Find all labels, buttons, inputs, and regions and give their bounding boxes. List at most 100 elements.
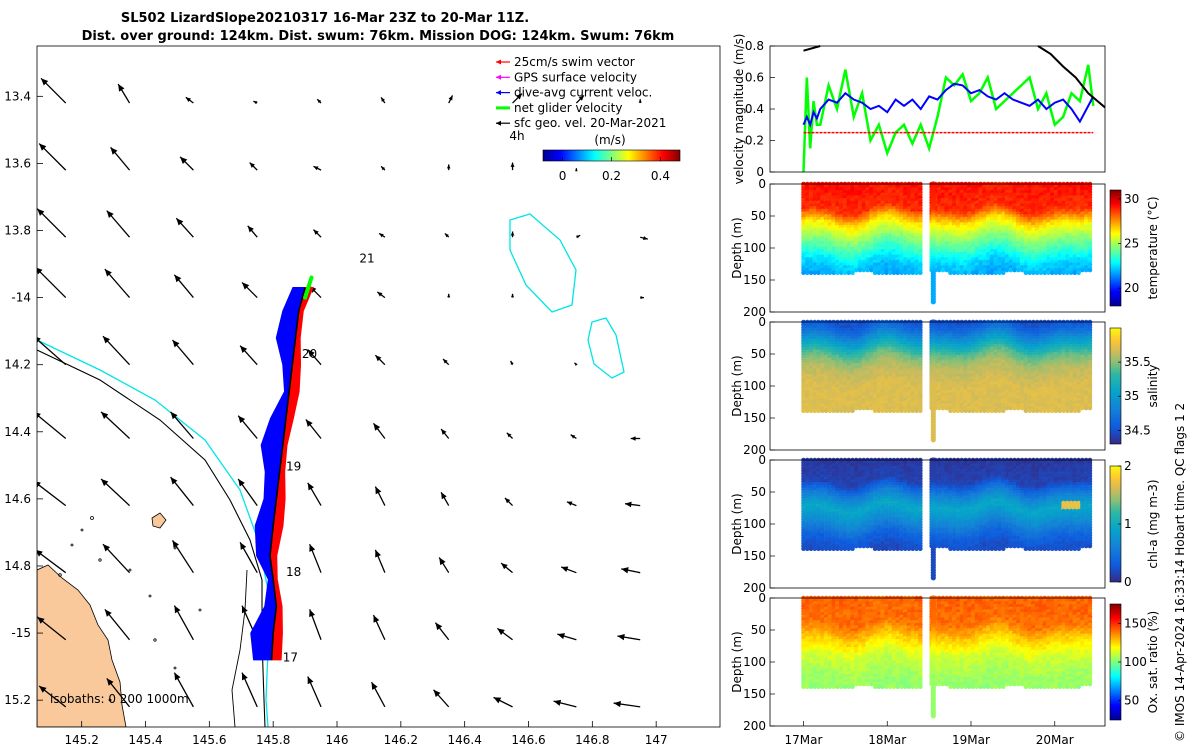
section-dot [850, 408, 855, 414]
current-vector-head [501, 563, 508, 570]
net-velocity-segment [303, 275, 314, 300]
current-vector-head [625, 501, 632, 508]
section-y-tick-label: 0 [758, 177, 766, 191]
legend-swatch-head [496, 59, 501, 65]
day-label: 18 [286, 565, 301, 579]
current-vector-head [102, 544, 111, 552]
current-vector [253, 100, 258, 105]
current-vector [316, 98, 322, 104]
section-y-tick-label: 50 [751, 209, 766, 223]
speed-colorbar-marker: 4h [509, 129, 524, 143]
current-vector [37, 412, 67, 439]
current-vector [37, 481, 67, 507]
current-vector [237, 415, 258, 439]
current-vector-head [493, 697, 502, 704]
current-vector-head [439, 557, 446, 566]
current-vector [447, 293, 451, 298]
current-vector [312, 229, 322, 238]
land-cape-york [37, 564, 127, 727]
current-vector [171, 339, 194, 366]
current-vector-head [176, 218, 184, 226]
current-vector-head [570, 434, 576, 439]
current-vector-head [642, 236, 648, 240]
section-dot [918, 408, 923, 414]
section-dot [838, 270, 844, 276]
current-vector-head [185, 97, 192, 103]
legend-swatch-head [496, 90, 501, 96]
map-y-tick-label: 13.8 [4, 224, 31, 238]
current-vector [446, 164, 451, 171]
current-vector [313, 165, 322, 171]
current-vector-head [613, 700, 621, 708]
current-vector-head [307, 349, 315, 357]
section-dot [812, 270, 818, 276]
current-vector-head [102, 336, 111, 344]
map-y-tick-label: 14.2 [4, 358, 31, 372]
section-colorbar-tick-label: 25 [1124, 237, 1139, 251]
current-vector-head [578, 95, 584, 101]
current-vector [106, 210, 131, 238]
current-vector-head [621, 567, 629, 574]
legend-item: net glider velocity [496, 101, 622, 115]
section-dot [835, 270, 840, 276]
current-vector-head [638, 99, 642, 103]
section-dot [869, 267, 874, 273]
current-vector [38, 685, 67, 708]
velocity-y-tick-label: 0.6 [745, 71, 764, 85]
current-vector-shaft [37, 267, 67, 299]
velocity-series-line [802, 64, 1095, 173]
current-vectors [37, 77, 648, 708]
current-vector-head [375, 549, 381, 558]
glider-track [269, 287, 306, 660]
current-vector [496, 627, 513, 641]
current-vector [40, 77, 67, 104]
section-dot [816, 270, 821, 276]
current-vector [37, 267, 67, 299]
current-vector-head [39, 685, 47, 693]
speed-colorbar-ticks: 0 0.2 0.4 [559, 157, 670, 183]
current-vector-head [241, 672, 248, 681]
section-colorbar-tick-label: 20 [1124, 281, 1139, 295]
current-vector-head [373, 423, 381, 431]
map-x-tick-label: 146.8 [575, 733, 609, 747]
current-vector [630, 436, 641, 441]
current-vector [504, 497, 514, 507]
current-vector [510, 162, 515, 171]
current-vector-head [174, 605, 181, 614]
current-vector [37, 337, 67, 366]
current-vector-head [435, 622, 443, 631]
section-dot [861, 267, 867, 273]
legend-label: net glider velocity [514, 101, 622, 115]
map-y-tick-label: -14 [11, 291, 31, 305]
section-colorbar-tick-label: 30 [1124, 192, 1139, 206]
current-vector [433, 689, 450, 708]
speed-colorbar-tick-label: 0.4 [651, 169, 670, 183]
current-vector [376, 291, 386, 299]
legend-label: dive-avg current veloc. [514, 86, 652, 100]
current-vector [440, 428, 450, 439]
day-label: 17 [283, 651, 298, 665]
current-vector [241, 672, 258, 708]
current-vector-head [446, 164, 451, 169]
current-vector-head [37, 337, 41, 343]
current-vector-head [253, 101, 258, 105]
current-vector-head [172, 540, 179, 548]
map-y-tick-label: -15 [11, 626, 31, 640]
current-vector-head [433, 689, 441, 698]
current-vector [100, 411, 130, 439]
current-vector [247, 225, 258, 238]
map-y-tick-label: 15.2 [4, 693, 31, 707]
current-vector [510, 360, 514, 365]
title-line-1: SL502 LizardSlope20210317 16-Mar 23Z to … [121, 11, 529, 26]
current-vector-head [441, 428, 447, 435]
section-dot [808, 270, 814, 276]
current-vector [175, 217, 194, 238]
current-vector [110, 146, 131, 171]
current-vector-head [37, 481, 41, 488]
current-vector [444, 232, 450, 238]
current-vector-head [576, 235, 581, 239]
current-vector [442, 358, 450, 366]
